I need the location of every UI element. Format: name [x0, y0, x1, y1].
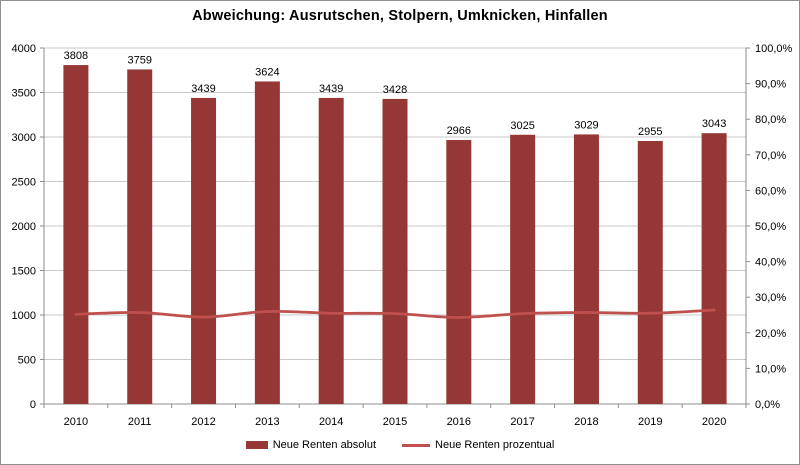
bar-data-label: 2955	[638, 126, 662, 138]
bar-data-label: 3428	[383, 84, 407, 96]
x-axis-category-label: 2013	[255, 416, 279, 428]
bar	[254, 81, 280, 405]
bar	[318, 97, 344, 404]
x-axis-category-label: 2018	[574, 416, 598, 428]
left-axis-tick-label: 3000	[12, 132, 36, 144]
legend-item-bars: Neue Renten absolut	[245, 439, 377, 451]
bar	[382, 98, 408, 405]
bar-data-label: 3439	[191, 83, 215, 95]
bar-data-label: 3025	[510, 120, 534, 132]
legend-label-line: Neue Renten prozentual	[435, 439, 555, 451]
x-axis-category-label: 2019	[638, 416, 662, 428]
bar-swatch-icon	[245, 441, 268, 449]
bar	[701, 133, 727, 404]
left-axis-tick-label: 2500	[12, 177, 36, 189]
chart-legend: Neue Renten absolut Neue Renten prozentu…	[1, 439, 799, 451]
bar-data-label: 3808	[64, 50, 88, 62]
x-axis-category-label: 2020	[702, 416, 726, 428]
bar	[191, 97, 217, 404]
bar-data-label: 2966	[447, 125, 471, 137]
right-axis-tick-label: 100,0%	[755, 43, 793, 55]
right-axis-tick-label: 50,0%	[755, 221, 786, 233]
bar-data-label: 3439	[319, 83, 343, 95]
left-axis-tick-label: 2000	[12, 221, 36, 233]
right-axis-tick-label: 10,0%	[755, 363, 786, 375]
x-axis-category-label: 2015	[383, 416, 407, 428]
x-axis-category-label: 2010	[64, 416, 88, 428]
x-axis-category-label: 2012	[191, 416, 215, 428]
right-axis-tick-label: 90,0%	[755, 79, 786, 91]
left-axis-tick-label: 500	[18, 355, 36, 367]
bar	[446, 140, 472, 404]
right-axis-tick-label: 0,0%	[755, 399, 780, 411]
percentage-line	[74, 308, 716, 319]
left-axis-tick-label: 4000	[12, 43, 36, 55]
legend-item-line: Neue Renten prozentual	[402, 439, 554, 451]
bar	[573, 134, 599, 404]
chart-title: Abweichung: Ausrutschen, Stolpern, Umkni…	[192, 8, 608, 24]
x-axis-category-label: 2016	[447, 416, 471, 428]
x-axis-category-label: 2017	[510, 416, 534, 428]
bar-data-label: 3624	[255, 66, 279, 78]
bar	[127, 69, 153, 404]
bar	[510, 134, 536, 404]
right-axis-tick-label: 70,0%	[755, 150, 786, 162]
bar-data-label: 3043	[702, 118, 726, 130]
left-axis-tick-label: 1000	[12, 310, 36, 322]
line-swatch-icon	[402, 443, 431, 447]
bar	[637, 141, 663, 404]
x-axis-category-label: 2014	[319, 416, 343, 428]
right-axis-tick-label: 80,0%	[755, 114, 786, 126]
bar	[63, 65, 89, 404]
legend-label-bars: Neue Renten absolut	[272, 439, 377, 451]
right-axis-tick-label: 20,0%	[755, 328, 786, 340]
x-axis-category-label: 2011	[128, 416, 152, 428]
right-axis-tick-label: 40,0%	[755, 257, 786, 269]
left-axis-tick-label: 1500	[12, 266, 36, 278]
left-axis-tick-label: 3500	[12, 88, 36, 100]
bar-data-label: 3029	[574, 119, 598, 131]
right-axis-tick-label: 30,0%	[755, 292, 786, 304]
left-axis-tick-label: 0	[30, 399, 36, 411]
bar-data-label: 3759	[127, 54, 151, 66]
right-axis-tick-label: 60,0%	[755, 185, 786, 197]
